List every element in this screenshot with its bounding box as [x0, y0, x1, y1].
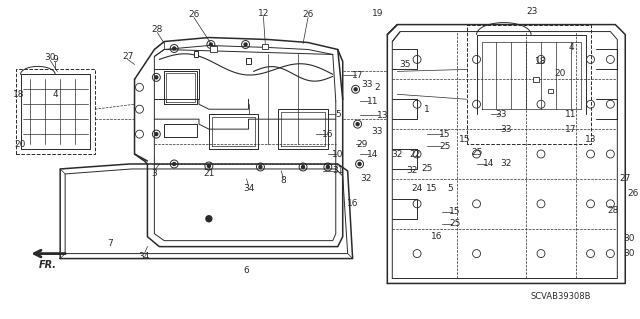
Text: 34: 34 [139, 252, 150, 261]
Text: 5: 5 [335, 110, 340, 119]
Text: 20: 20 [554, 69, 566, 78]
Text: 33: 33 [362, 80, 373, 89]
Text: 1: 1 [424, 105, 430, 114]
Text: 30: 30 [623, 234, 635, 243]
Text: 33: 33 [500, 125, 512, 134]
Text: 6: 6 [244, 266, 250, 275]
Text: 22: 22 [410, 150, 420, 159]
Text: 4: 4 [569, 43, 575, 52]
Text: 16: 16 [322, 130, 333, 139]
Circle shape [206, 216, 212, 222]
Circle shape [244, 43, 247, 46]
Text: SCVAB39308B: SCVAB39308B [531, 292, 591, 301]
Text: 28: 28 [152, 25, 163, 34]
Text: 25: 25 [421, 165, 433, 174]
Text: 10: 10 [332, 150, 344, 159]
Text: 29: 29 [357, 140, 368, 149]
Text: 31: 31 [332, 167, 344, 175]
Text: 16: 16 [431, 232, 443, 241]
Text: 32: 32 [406, 167, 418, 175]
Text: 13: 13 [376, 111, 388, 120]
Text: 5: 5 [447, 184, 452, 193]
Text: 35: 35 [399, 60, 411, 69]
Circle shape [259, 166, 262, 168]
Text: 3: 3 [152, 169, 157, 178]
Text: 4: 4 [52, 90, 58, 99]
Text: 26: 26 [188, 10, 200, 19]
Text: 2: 2 [374, 83, 380, 92]
Circle shape [354, 88, 357, 91]
Text: 27: 27 [620, 174, 631, 183]
Text: 13: 13 [585, 135, 596, 144]
Circle shape [173, 162, 175, 166]
Text: 30: 30 [623, 249, 635, 258]
Text: 19: 19 [372, 9, 383, 18]
Text: 33: 33 [495, 110, 507, 119]
Circle shape [326, 166, 330, 168]
Text: 30: 30 [45, 53, 56, 62]
Text: 14: 14 [367, 150, 378, 159]
Text: 18: 18 [13, 90, 24, 99]
Text: 14: 14 [483, 160, 494, 168]
Text: 12: 12 [258, 9, 269, 18]
Circle shape [173, 47, 175, 50]
Text: 34: 34 [243, 184, 254, 193]
Text: 16: 16 [347, 199, 358, 208]
Text: 15: 15 [449, 207, 461, 216]
Text: 27: 27 [122, 52, 133, 61]
Text: 8: 8 [280, 176, 286, 185]
Text: 32: 32 [392, 150, 403, 159]
Text: 26: 26 [627, 189, 639, 198]
Text: 33: 33 [372, 127, 383, 136]
Text: 15: 15 [439, 130, 451, 139]
Text: 11: 11 [367, 97, 378, 106]
Circle shape [155, 133, 158, 136]
Text: 24: 24 [412, 184, 422, 193]
Bar [211, 47, 218, 52]
Bar [548, 89, 554, 93]
Text: 32: 32 [360, 174, 371, 183]
Circle shape [155, 76, 158, 79]
Text: FR.: FR. [39, 260, 57, 270]
Text: 20: 20 [15, 140, 26, 149]
Text: 23: 23 [526, 7, 538, 16]
Bar [262, 44, 268, 49]
Circle shape [207, 165, 211, 167]
Text: 7: 7 [107, 239, 113, 248]
Text: 18: 18 [535, 57, 547, 66]
Circle shape [356, 123, 359, 126]
Bar [193, 51, 198, 57]
Text: 17: 17 [565, 125, 577, 134]
Circle shape [358, 162, 361, 166]
Text: 32: 32 [500, 160, 512, 168]
Bar [246, 58, 251, 64]
Text: 15: 15 [459, 135, 470, 144]
Text: 11: 11 [565, 110, 577, 119]
Text: 25: 25 [439, 142, 451, 151]
Text: 21: 21 [203, 169, 214, 178]
Circle shape [209, 43, 212, 46]
Text: 25: 25 [471, 147, 482, 157]
Text: 15: 15 [426, 184, 438, 193]
Text: 28: 28 [607, 206, 619, 215]
Text: 9: 9 [52, 55, 58, 64]
Bar [533, 77, 539, 82]
Text: 17: 17 [352, 71, 364, 80]
Circle shape [301, 166, 305, 168]
Text: 25: 25 [449, 219, 460, 228]
Text: 26: 26 [302, 10, 314, 19]
